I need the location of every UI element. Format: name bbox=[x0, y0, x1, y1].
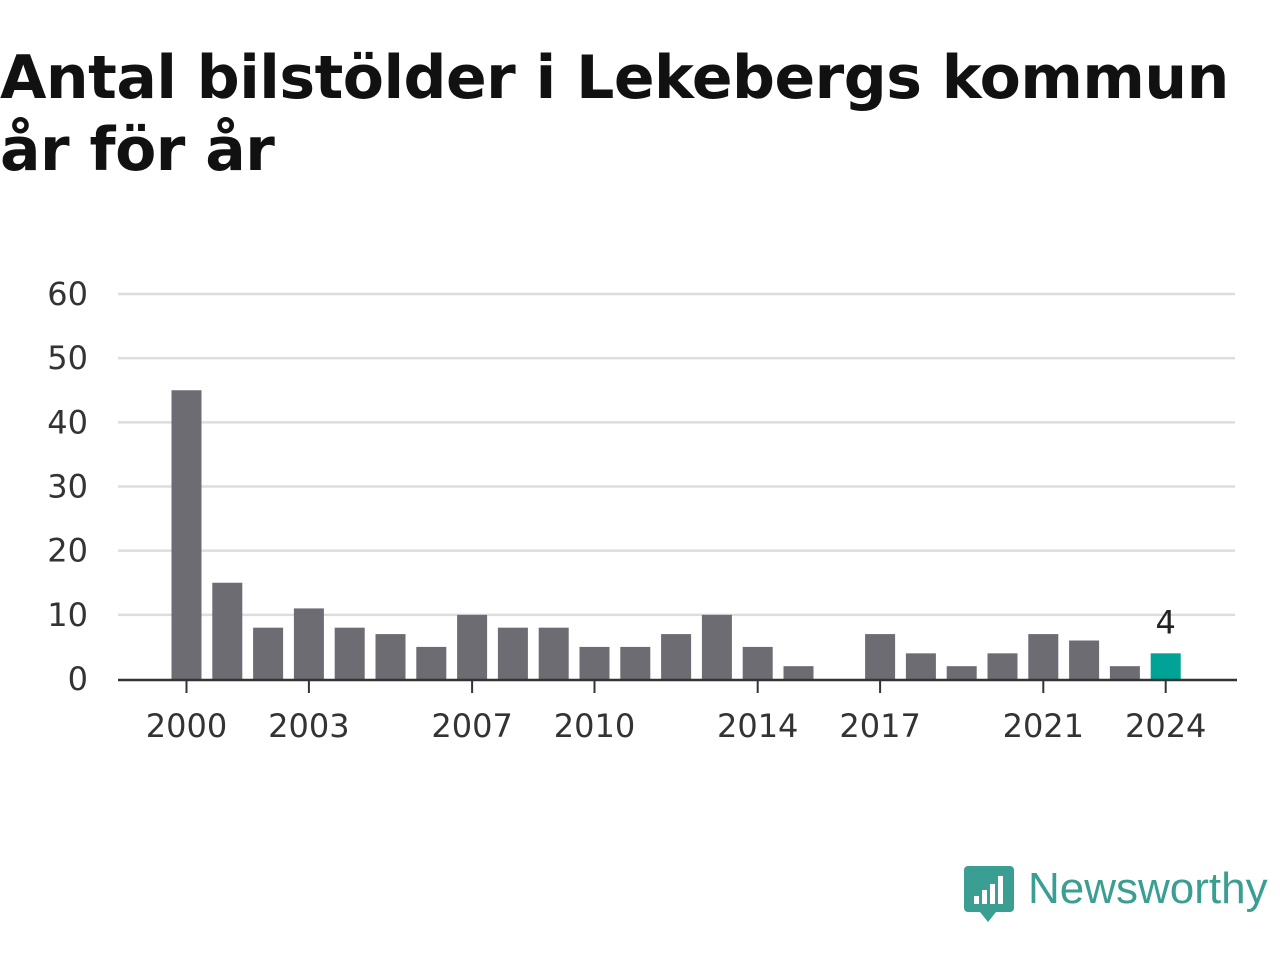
grid-lines bbox=[118, 292, 1235, 617]
y-tick-label-0: 0 bbox=[68, 660, 88, 698]
bar-2022 bbox=[1069, 640, 1100, 679]
y-tick-label-40: 40 bbox=[47, 403, 88, 441]
x-tick-label-2021: 2021 bbox=[1003, 707, 1084, 745]
bar-2020 bbox=[987, 653, 1018, 679]
x-tick-label-2014: 2014 bbox=[717, 707, 798, 745]
bar-2017 bbox=[865, 634, 896, 679]
bar-2007 bbox=[457, 614, 488, 679]
bar-2002 bbox=[253, 627, 284, 679]
bar-2006 bbox=[416, 646, 447, 679]
chart-title: Antal bilstölder i Lekebergs kommun år f… bbox=[0, 43, 1229, 185]
y-tick-label-30: 30 bbox=[47, 468, 88, 506]
bars bbox=[171, 390, 1181, 679]
bar-2012 bbox=[661, 634, 692, 679]
bar-2009 bbox=[538, 627, 569, 679]
bar-2014 bbox=[742, 646, 773, 679]
data-label-2024: 4 bbox=[1156, 603, 1176, 641]
bar-2003 bbox=[293, 608, 324, 679]
y-tick-label-60: 60 bbox=[47, 275, 88, 313]
x-tick-label-2003: 2003 bbox=[268, 707, 349, 745]
x-axis-ticks: 2000 2003 2007 2010 2014 2017 2021 2024 bbox=[146, 680, 1206, 745]
bar-2005 bbox=[375, 634, 406, 679]
newsworthy-logo-icon bbox=[964, 866, 1014, 922]
bar-2015 bbox=[783, 666, 814, 679]
y-tick-label-10: 10 bbox=[47, 596, 88, 634]
y-axis-ticks: 0 10 20 30 40 50 60 bbox=[47, 275, 88, 698]
newsworthy-logo: Newsworthy bbox=[962, 862, 1268, 926]
data-labels: 4 bbox=[1156, 603, 1176, 641]
x-tick-label-2024: 2024 bbox=[1125, 707, 1206, 745]
x-tick-label-2007: 2007 bbox=[431, 707, 512, 745]
bar-2024 bbox=[1150, 653, 1181, 679]
x-tick-label-2017: 2017 bbox=[839, 707, 920, 745]
bar-2023 bbox=[1109, 666, 1140, 679]
bar-2019 bbox=[946, 666, 977, 679]
bar-2004 bbox=[334, 627, 365, 679]
bar-2010 bbox=[579, 646, 610, 679]
x-tick-label-2000: 2000 bbox=[146, 707, 227, 745]
x-tick-label-2010: 2010 bbox=[554, 707, 635, 745]
brand-name: Newsworthy bbox=[1028, 864, 1268, 913]
bar-2000 bbox=[171, 390, 202, 679]
bar-2013 bbox=[701, 614, 732, 679]
y-tick-label-50: 50 bbox=[47, 339, 88, 377]
y-tick-label-20: 20 bbox=[47, 532, 88, 570]
bar-2008 bbox=[497, 627, 528, 679]
bar-2021 bbox=[1028, 634, 1059, 679]
bar-2011 bbox=[620, 646, 651, 679]
bar-2018 bbox=[905, 653, 936, 679]
bar-2001 bbox=[212, 582, 243, 679]
